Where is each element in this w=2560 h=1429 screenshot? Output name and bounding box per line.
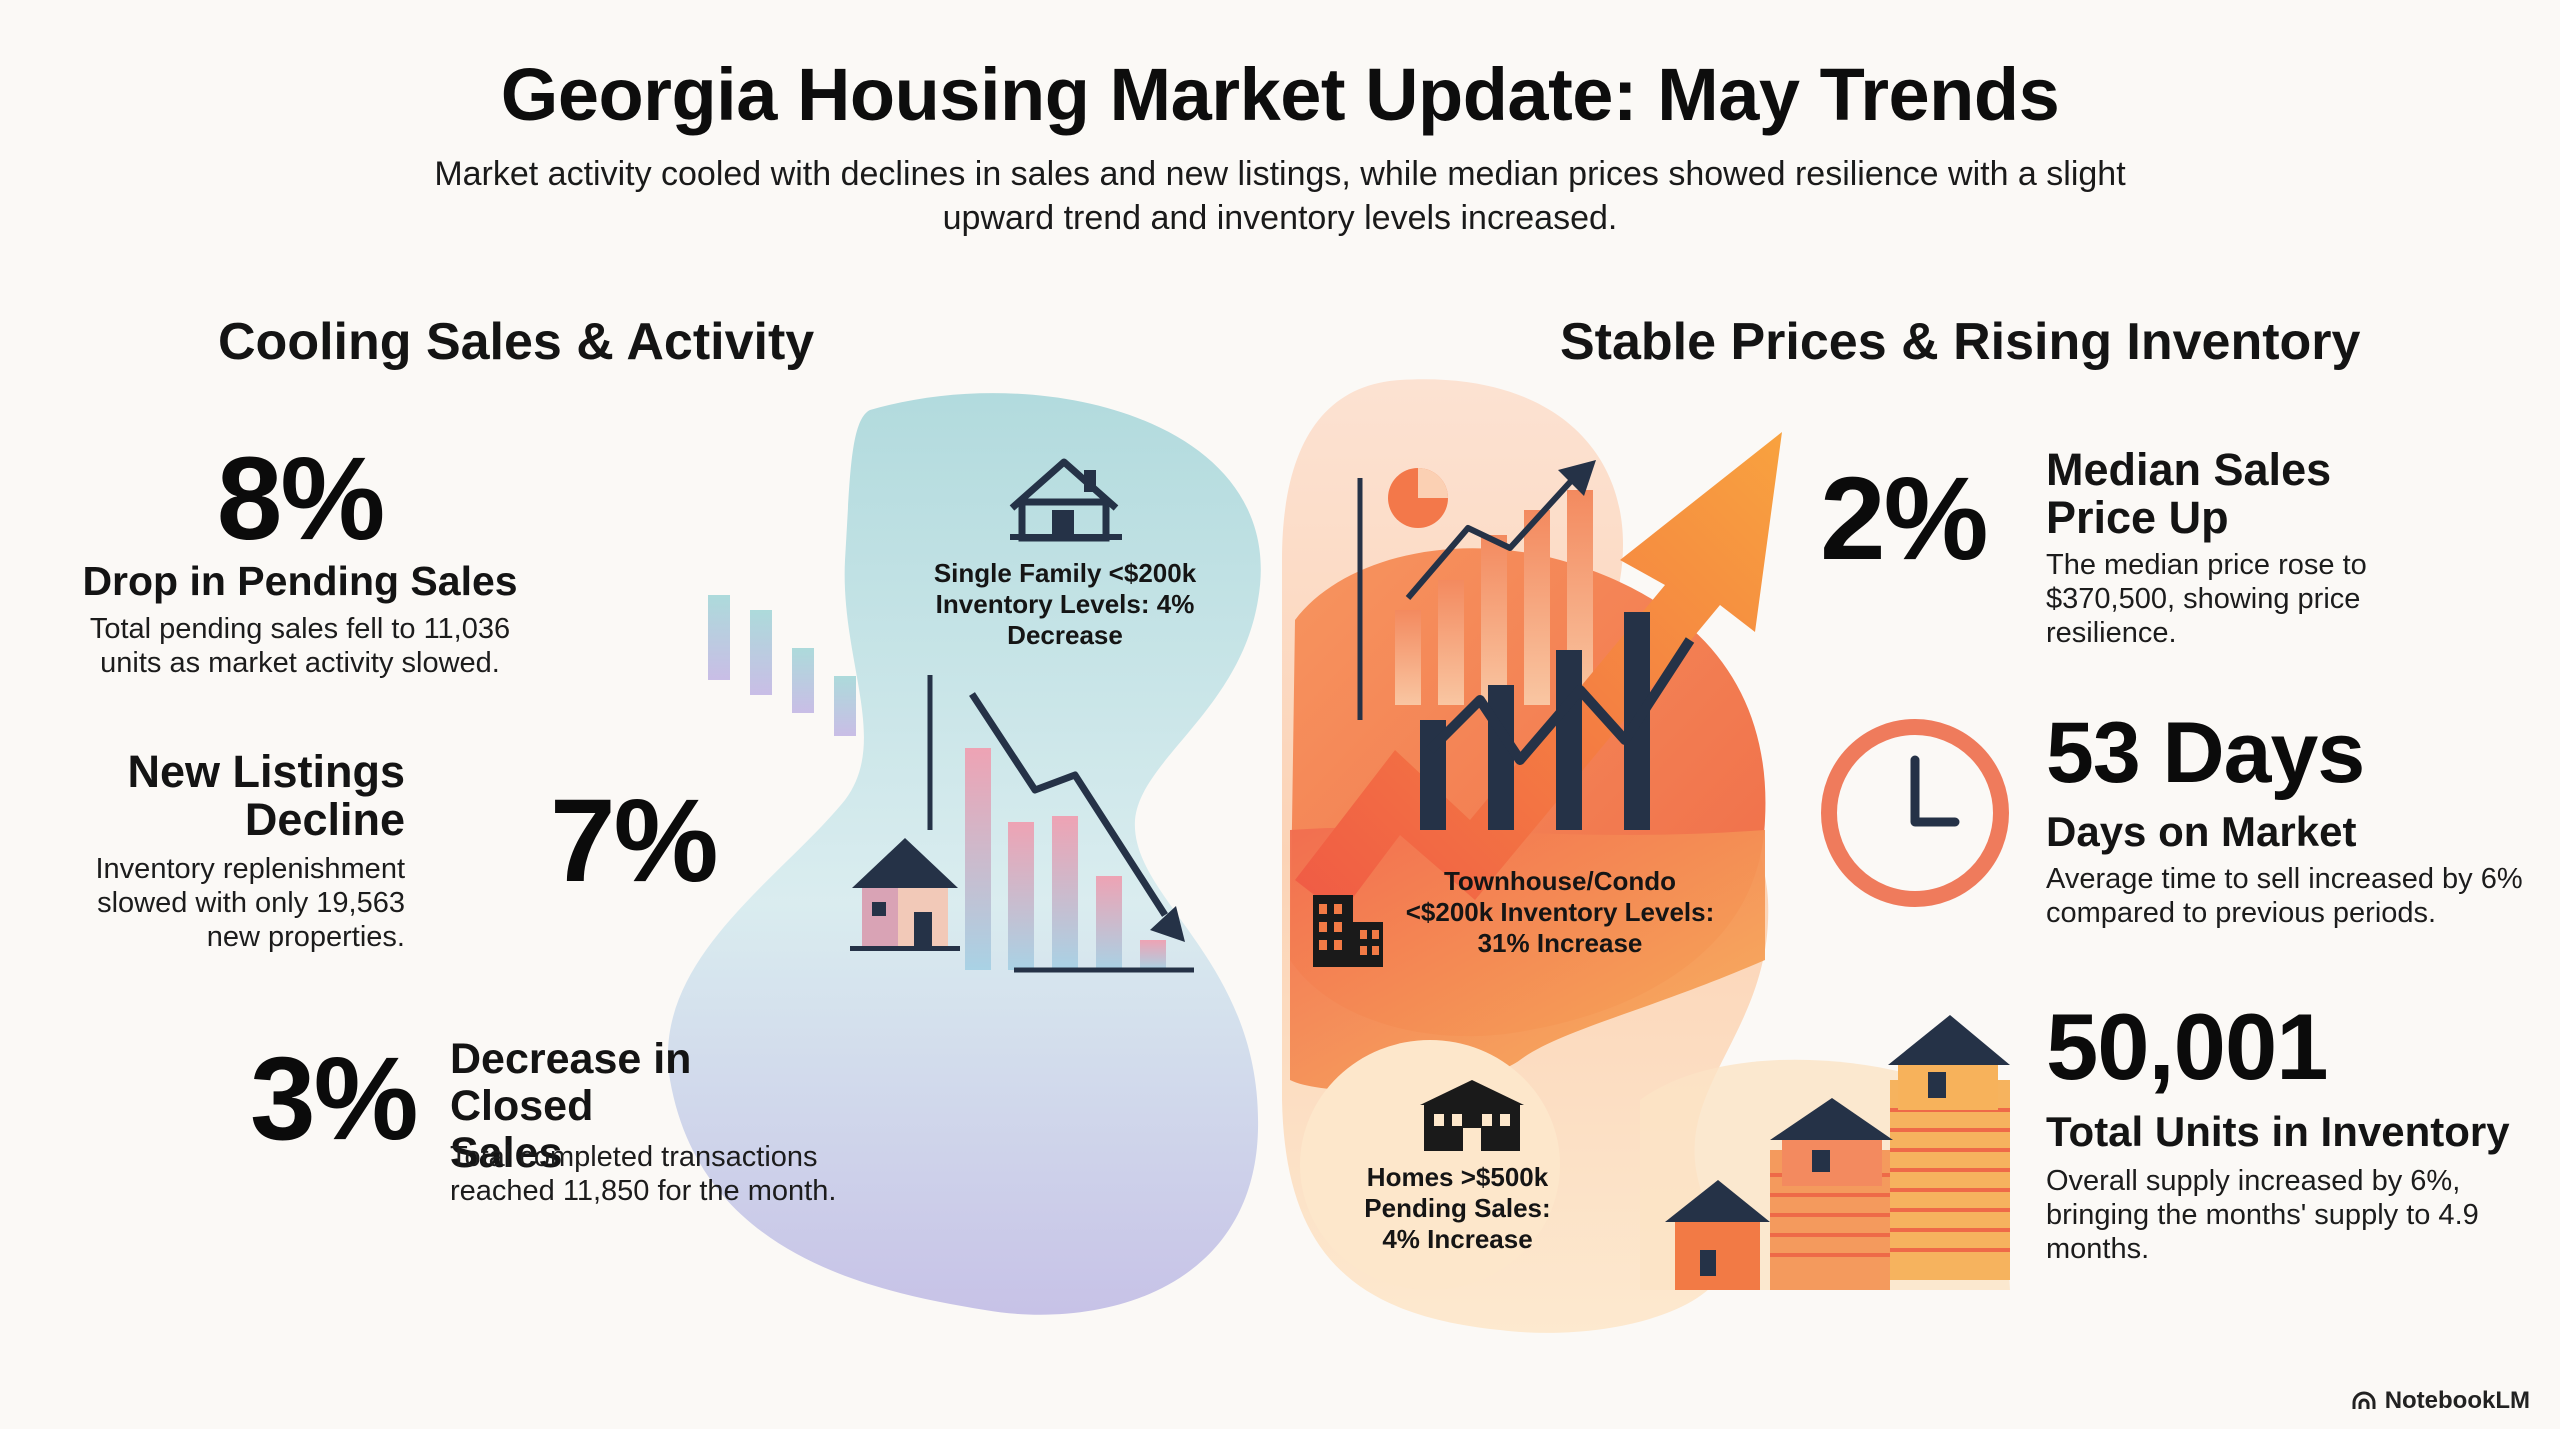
decor-bar (834, 676, 856, 736)
growth-bar (1524, 510, 1550, 705)
price-label: Median Sales Price Up (2046, 444, 2332, 543)
growth-bar (1395, 610, 1421, 705)
trend-arrow-icon (1295, 432, 1782, 915)
decor-bar (750, 610, 772, 695)
days-desc: Average time to sell increased by 6% com… (2046, 863, 2523, 929)
units-desc: Overall supply increased by 6%, bringing… (2046, 1165, 2479, 1265)
right-section-heading: Stable Prices & Rising Inventory (1560, 313, 2361, 371)
notebooklm-logo-icon (2352, 1391, 2376, 1409)
page-subtitle: Market activity cooled with declines in … (434, 155, 2126, 237)
house-icon (1009, 458, 1122, 542)
units-label: Total Units in Inventory (2046, 1108, 2510, 1155)
listings-label: New Listings Decline (127, 746, 405, 845)
units-value: 50,001 (2046, 994, 2329, 1099)
brand-badge: NotebookLM (2351, 1387, 2530, 1415)
decline-arrow (969, 692, 1168, 917)
brand-name: NotebookLM (2384, 1387, 2530, 1414)
decor-bar (708, 595, 730, 680)
listings-desc: Inventory replenishment slowed with only… (95, 853, 406, 953)
decline-bar (1008, 822, 1034, 970)
closed-value: 3% (250, 1033, 419, 1165)
single-family-label: Single Family <$200k Inventory Levels: 4… (933, 558, 1197, 650)
building-icon (1313, 895, 1383, 967)
growth-bar (1481, 535, 1507, 705)
closed-label: Decrease in Closed Sales (450, 1035, 692, 1177)
left-section-heading: Cooling Sales & Activity (218, 313, 815, 371)
growth-bar (1438, 580, 1464, 705)
pending-value: 8% (216, 433, 386, 565)
warm-lower (1290, 827, 1765, 1091)
growth-line (1405, 477, 1575, 600)
cool-blob (667, 393, 1261, 1315)
price-desc: The median price rose to $370,500, showi… (2046, 549, 2367, 649)
navy-bars (1420, 612, 1695, 830)
stacked-houses (1665, 1015, 2010, 1290)
pending-label: Drop in Pending Sales (82, 558, 518, 604)
decline-bar (1096, 876, 1122, 970)
clock-icon (1821, 719, 2009, 907)
days-label: Days on Market (2046, 808, 2357, 855)
decline-bar (965, 748, 991, 970)
pie-chart-icon (1388, 468, 1448, 528)
decline-bar (1052, 816, 1078, 970)
closed-desc: Total completed transactions reached 11,… (450, 1141, 837, 1207)
townhouse-label: Townhouse/Condo <$200k Inventory Levels:… (1405, 866, 1715, 958)
decor-bar (792, 648, 814, 713)
homes-label: Homes >$500k Pending Sales: 4% Increase (1364, 1162, 1551, 1254)
price-value: 2% (1820, 453, 1989, 585)
page-title: Georgia Housing Market Update: May Trend… (500, 53, 2060, 136)
townhouse-icon (1420, 1080, 1524, 1151)
house-icon (850, 838, 960, 951)
listings-value: 7% (550, 775, 719, 907)
decline-bar (1140, 940, 1166, 970)
pending-desc: Total pending sales fell to 11,036 units… (89, 613, 511, 679)
days-value: 53 Days (2046, 705, 2365, 801)
